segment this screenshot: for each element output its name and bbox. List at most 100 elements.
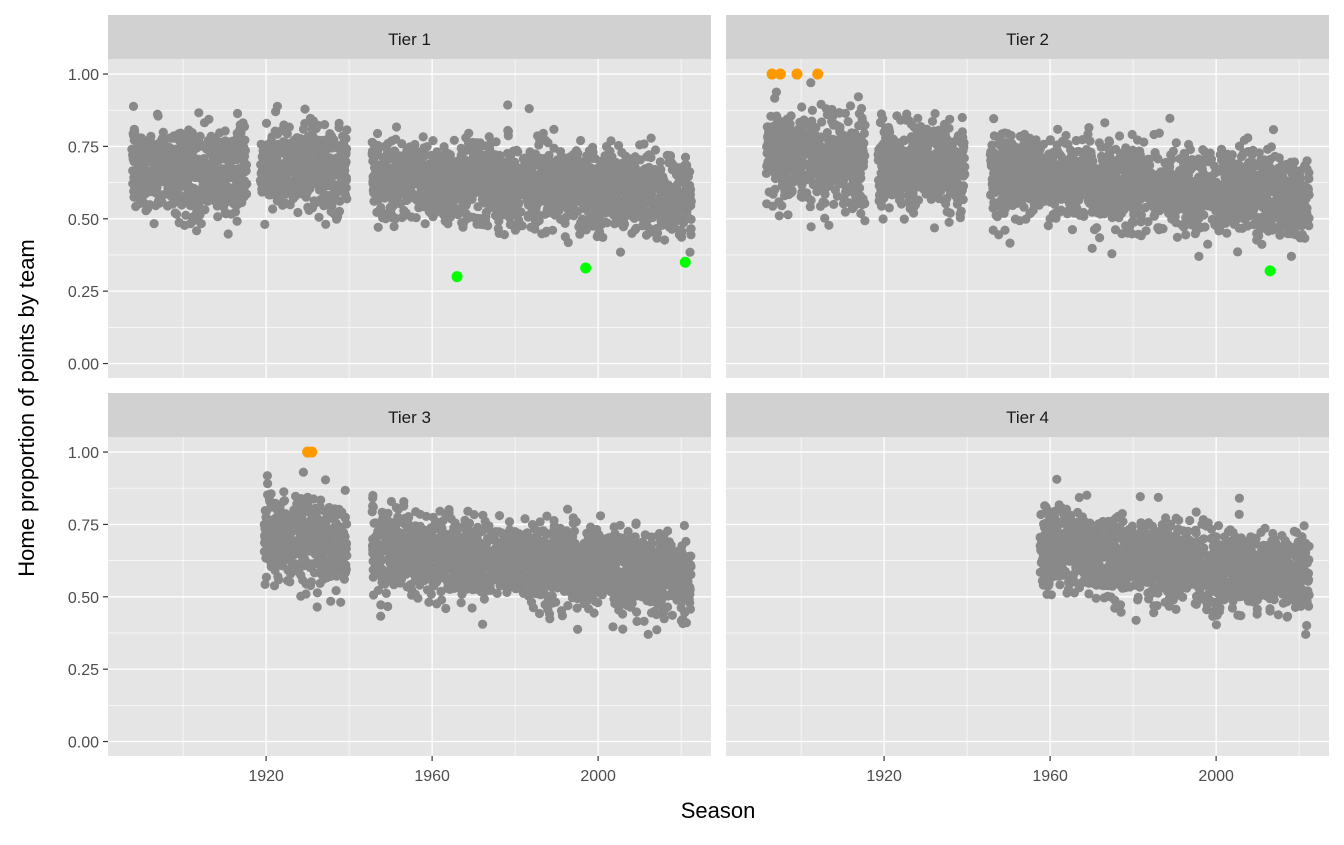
data-point	[300, 105, 309, 114]
data-point	[660, 235, 669, 244]
data-point	[958, 113, 967, 122]
data-point	[989, 114, 998, 123]
data-point	[772, 88, 781, 97]
data-point	[958, 159, 967, 168]
data-point	[576, 136, 585, 145]
data-point	[224, 229, 233, 238]
facet-strip-label: Tier 2	[1006, 30, 1049, 49]
data-point	[241, 164, 250, 173]
data-point	[808, 106, 817, 115]
data-point	[909, 208, 918, 217]
data-point	[1036, 144, 1045, 153]
facet-strip-label: Tier 1	[388, 30, 431, 49]
data-point	[820, 198, 829, 207]
data-point	[856, 174, 865, 183]
data-point	[197, 219, 206, 228]
facet-panel-2: Tier 2	[726, 15, 1329, 378]
data-point	[492, 137, 501, 146]
data-point	[775, 211, 784, 220]
data-point	[959, 171, 968, 180]
data-point	[806, 78, 815, 87]
data-point	[1084, 123, 1093, 132]
data-point	[341, 159, 350, 168]
data-point	[1165, 114, 1174, 123]
data-point	[260, 220, 269, 229]
data-point	[194, 108, 203, 117]
data-point	[777, 201, 786, 210]
data-point	[373, 129, 382, 138]
data-point	[687, 215, 696, 224]
y-tick-label: 0.25	[68, 284, 99, 301]
data-point	[341, 145, 350, 154]
data-point	[573, 149, 582, 158]
data-point	[879, 214, 888, 223]
data-point	[824, 221, 833, 230]
data-point	[518, 221, 527, 230]
data-point	[914, 196, 923, 205]
data-point	[1142, 226, 1151, 235]
data-point	[240, 122, 249, 131]
data-point	[783, 210, 792, 219]
data-point	[421, 219, 430, 228]
data-point	[859, 139, 868, 148]
data-point	[946, 209, 955, 218]
data-point	[500, 230, 509, 239]
data-point	[685, 248, 694, 257]
data-point	[854, 92, 863, 101]
data-point	[806, 202, 815, 211]
data-point	[130, 125, 139, 134]
data-point	[860, 129, 869, 138]
data-point	[687, 197, 696, 206]
data-point	[958, 127, 967, 136]
data-point	[1068, 225, 1077, 234]
data-point	[233, 217, 242, 226]
facet-panel-1: Tier 10.000.250.500.751.00	[68, 15, 711, 378]
data-point	[639, 139, 648, 148]
data-point	[1158, 224, 1167, 233]
data-point	[1100, 118, 1109, 127]
data-point	[314, 213, 323, 222]
data-point	[129, 102, 138, 111]
data-point	[341, 190, 350, 199]
data-point	[846, 101, 855, 110]
data-point	[320, 120, 329, 129]
data-point	[1139, 138, 1148, 147]
data-point	[374, 223, 383, 232]
data-point	[858, 151, 867, 160]
data-point	[1061, 131, 1070, 140]
data-point	[204, 115, 213, 124]
data-point	[1086, 148, 1095, 157]
data-point	[1085, 137, 1094, 146]
data-point	[598, 233, 607, 242]
data-point	[1186, 145, 1195, 154]
data-point	[483, 221, 492, 230]
data-point	[1194, 252, 1203, 261]
data-point	[464, 129, 473, 138]
data-point	[200, 205, 209, 214]
data-point	[549, 125, 558, 134]
data-point	[171, 208, 180, 217]
data-point	[240, 136, 249, 145]
data-point	[342, 176, 351, 185]
data-point	[1155, 129, 1164, 138]
data-point	[957, 207, 966, 216]
y-tick-label: 0.00	[68, 357, 99, 374]
data-point	[1172, 138, 1181, 147]
data-point	[503, 100, 512, 109]
data-point	[174, 192, 183, 201]
data-point	[941, 199, 950, 208]
data-point	[221, 126, 230, 135]
data-point	[1135, 147, 1144, 156]
data-point	[855, 183, 864, 192]
data-point	[564, 238, 573, 247]
data-point	[1095, 233, 1104, 242]
data-point	[231, 207, 240, 216]
data-point	[651, 145, 660, 154]
data-point	[1173, 233, 1182, 242]
data-point	[877, 202, 886, 211]
data-point	[821, 190, 830, 199]
data-point	[1165, 159, 1174, 168]
data-point	[958, 139, 967, 148]
data-point	[525, 104, 534, 113]
